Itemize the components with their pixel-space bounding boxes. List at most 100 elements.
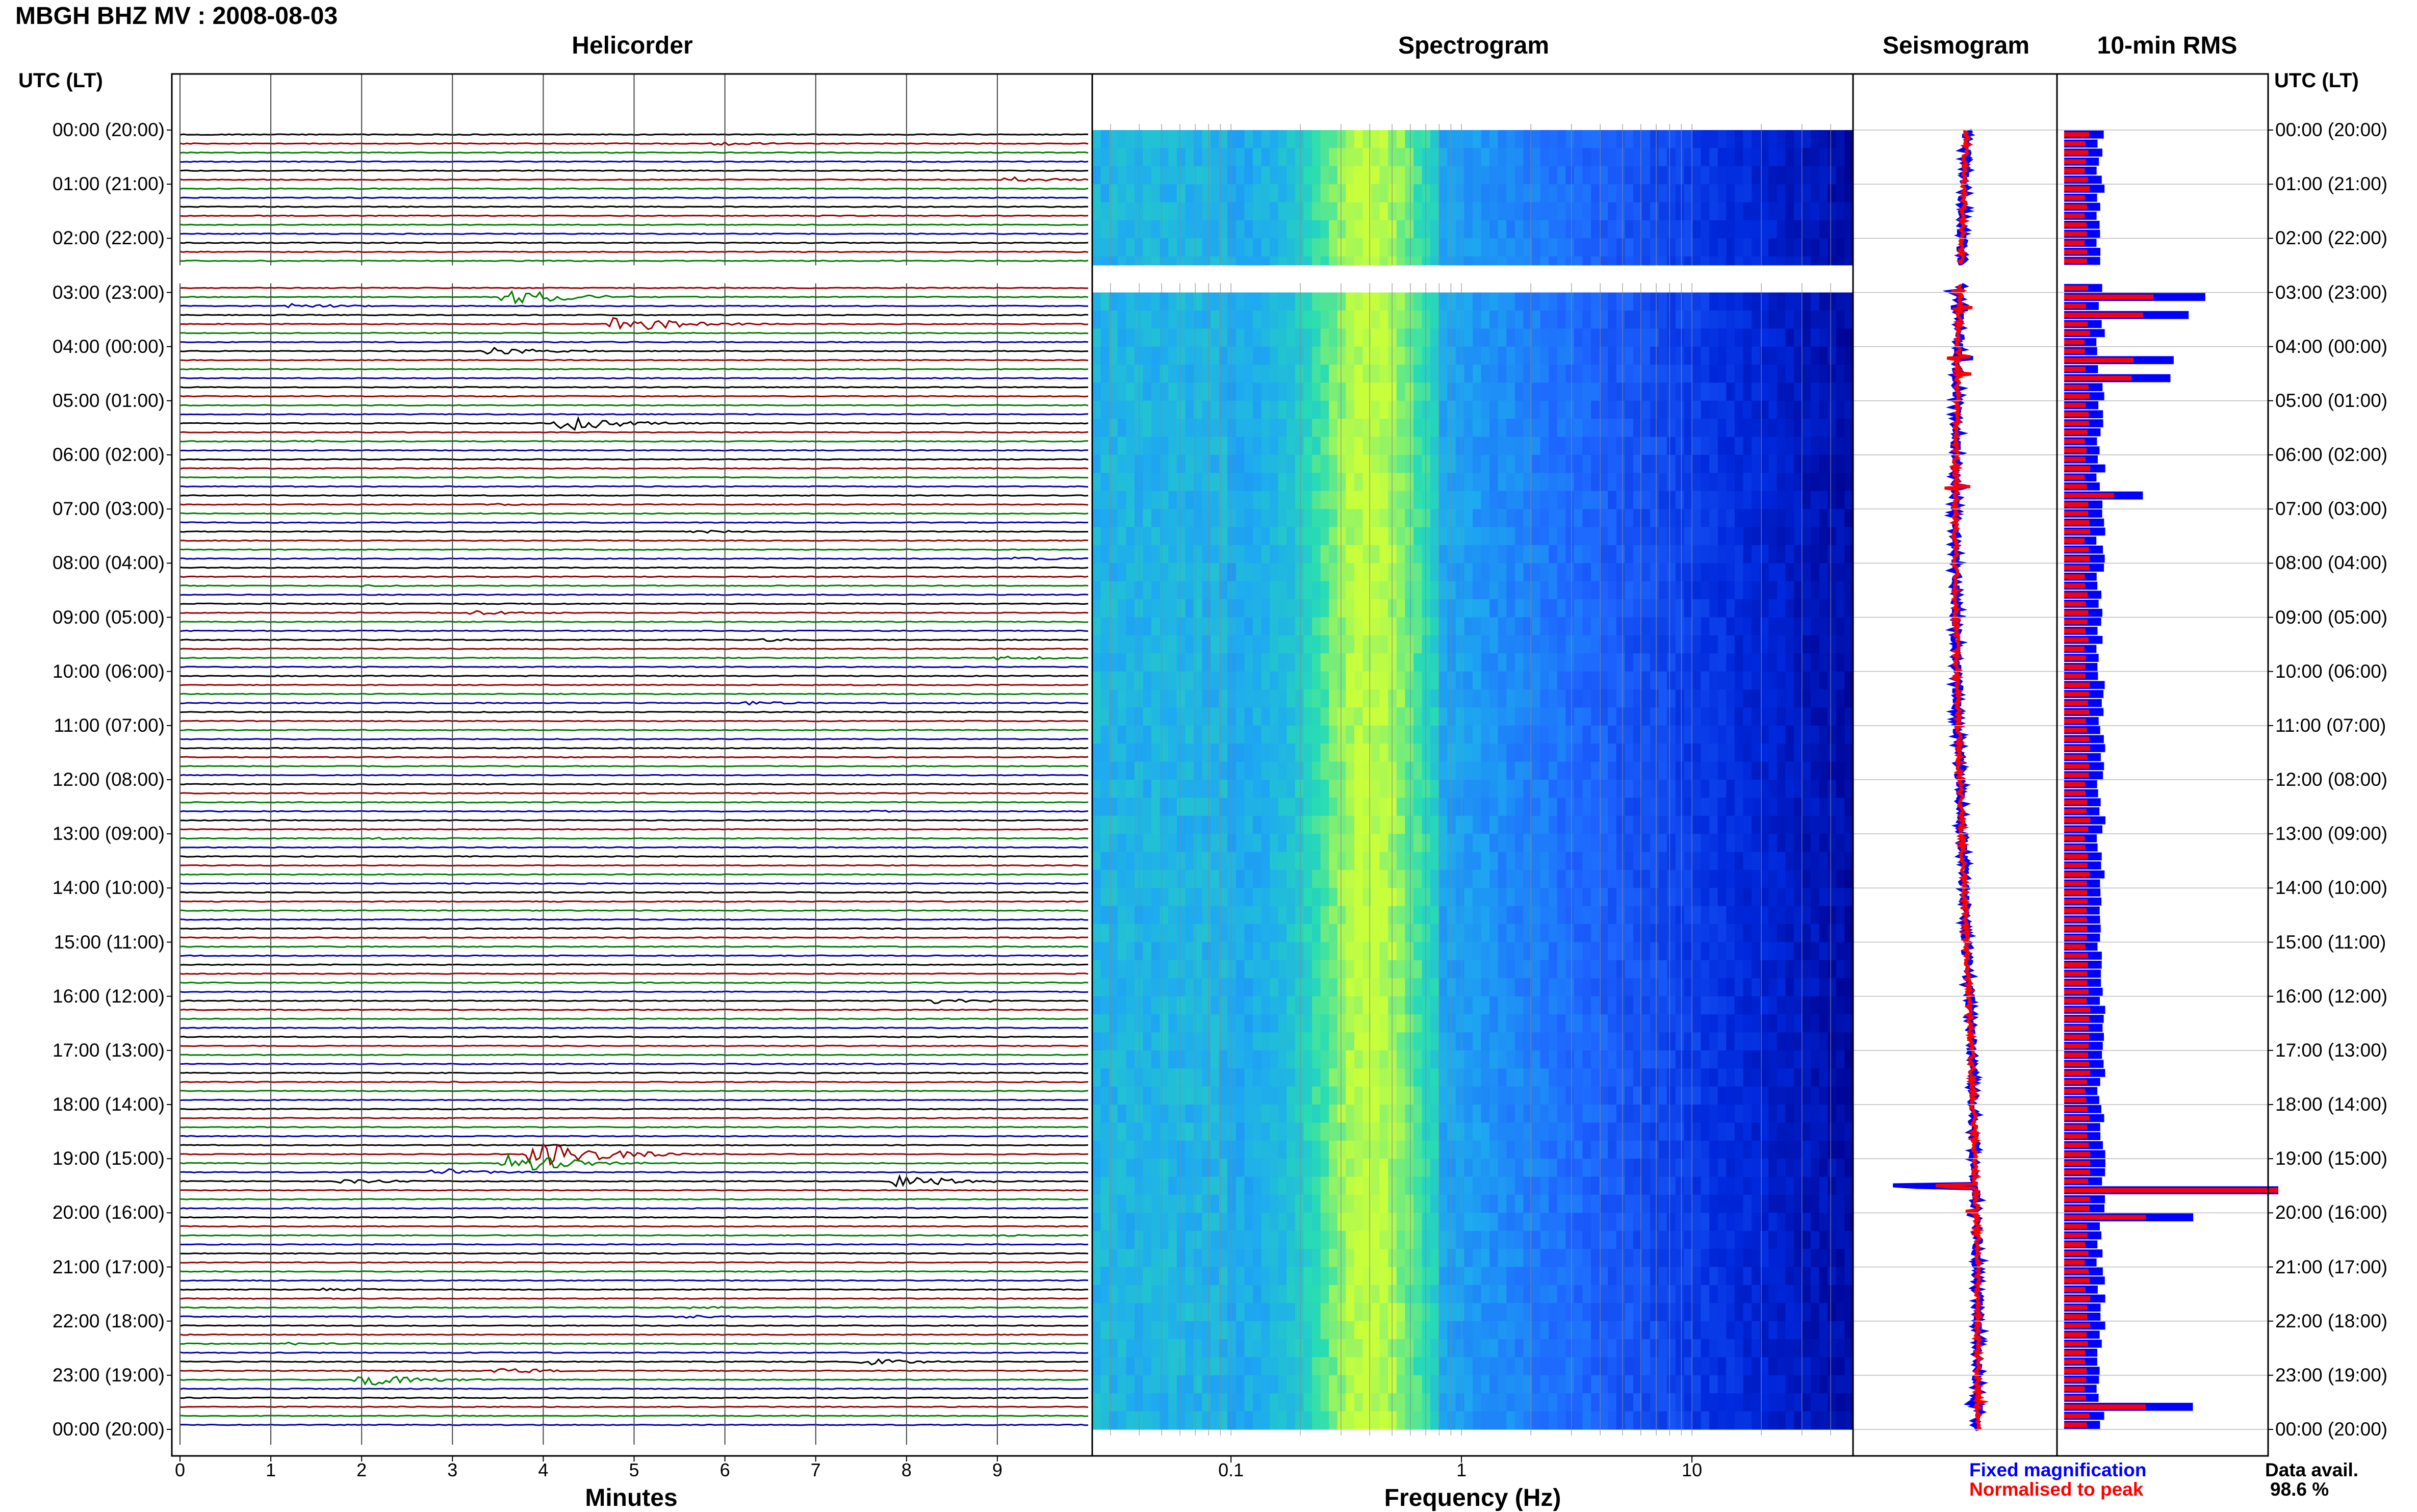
rms-bar-normalised — [2064, 899, 2088, 904]
rms-bar-normalised — [2064, 529, 2090, 534]
rms-bar-normalised — [2064, 827, 2088, 832]
helicorder-x-tick: 3 — [447, 1459, 457, 1481]
rms-bar-normalised — [2064, 863, 2088, 867]
rms-bar-normalised — [2064, 330, 2090, 335]
rms-bar-normalised — [2064, 1080, 2087, 1084]
rms-bar-normalised — [2064, 520, 2090, 525]
rms-bar-normalised — [2064, 1269, 2089, 1274]
spectrogram-heatmap — [1092, 130, 1854, 1430]
rms-bar-normalised — [2064, 186, 2090, 191]
rms-bar-normalised — [2064, 818, 2090, 823]
rms-bar-normalised — [2064, 1233, 2088, 1238]
rms-bar-normalised — [2064, 1107, 2088, 1111]
rms-bar-normalised — [2064, 358, 2133, 363]
rms-bar-normalised — [2064, 1341, 2088, 1346]
rms-bar-normalised — [2064, 773, 2089, 777]
rms-bar-normalised — [2064, 872, 2090, 877]
rms-bar-normalised — [2064, 637, 2089, 642]
rms-bar-normalised — [2064, 1360, 2085, 1364]
rms-bar-normalised — [2064, 998, 2087, 1003]
rms-bar-normalised — [2064, 1368, 2087, 1373]
rms-bar-normalised — [2064, 340, 2085, 344]
rms-bar-normalised — [2064, 547, 2089, 552]
rms-bar-normalised — [2064, 1161, 2090, 1165]
rms-bar-normalised — [2064, 728, 2087, 732]
rms-bar-normalised — [2064, 944, 2085, 949]
rms-bar-normalised — [2064, 574, 2085, 579]
rms-bar-normalised — [2064, 845, 2086, 850]
rms-bar-normalised — [2064, 249, 2087, 254]
helicorder-x-tick: 7 — [811, 1459, 821, 1481]
rms-bar-normalised — [2064, 1314, 2087, 1319]
data-gap — [172, 265, 2268, 283]
rms-bar-normalised — [2064, 394, 2090, 398]
rms-bar-normalised — [2064, 177, 2088, 182]
rms-bar-normalised — [2064, 1053, 2088, 1057]
rms-bar-normalised — [2064, 457, 2086, 462]
rms-bar-normalised — [2064, 809, 2087, 813]
rms-bar-normalised — [2064, 1008, 2090, 1012]
rms-bar-normalised — [2064, 1305, 2087, 1310]
rms-bar-normalised — [2064, 1242, 2085, 1247]
spectrogram-xlabel: Frequency (Hz) — [1384, 1484, 1561, 1512]
rms-bar-normalised — [2064, 303, 2086, 308]
rms-bar-normalised — [2064, 1260, 2085, 1265]
rms-bar-normalised — [2064, 556, 2090, 561]
rms-bar-normalised — [2064, 204, 2087, 209]
rms-bar-normalised — [2064, 1170, 2090, 1174]
helicorder-x-tick: 8 — [902, 1459, 912, 1481]
rms-bar-normalised — [2064, 791, 2086, 796]
rms-bar-normalised — [2064, 1016, 2089, 1021]
rms-bar-normalised — [2064, 1143, 2089, 1147]
rms-bar-normalised — [2064, 971, 2088, 976]
rms-bar-normalised — [2064, 755, 2088, 759]
rms-bar-normalised — [2064, 1116, 2090, 1120]
rms-bar-normalised — [2064, 286, 2088, 290]
rms-bar-normalised — [2064, 764, 2090, 768]
rms-bar-normalised — [2064, 367, 2086, 371]
rms-bar-normalised — [2064, 1387, 2085, 1391]
rms-bar-normalised — [2064, 430, 2087, 434]
rms-bar-normalised — [2064, 782, 2085, 786]
rms-bar-normalised — [2064, 674, 2086, 678]
rms-bar-normalised — [2064, 601, 2086, 606]
rms-bar-normalised — [2064, 1070, 2090, 1075]
rms-bar-normalised — [2064, 1395, 2086, 1400]
rms-bar-normalised — [2064, 439, 2085, 444]
rms-bar-normalised — [2064, 168, 2085, 173]
rms-bar-normalised — [2064, 1125, 2087, 1130]
rms-bar-normalised — [2064, 962, 2088, 967]
rms-bar-normalised — [2064, 664, 2085, 669]
rms-bar-normalised — [2064, 683, 2090, 687]
helicorder-x-tick: 1 — [266, 1459, 276, 1481]
rms-bar-normalised — [2064, 1224, 2087, 1228]
rms-bar-normalised — [2064, 502, 2089, 507]
helicorder-x-tick: 0 — [175, 1459, 185, 1481]
rms-bar-normalised — [2064, 620, 2088, 624]
helicorder-x-tick: 4 — [538, 1459, 548, 1481]
rms-bar-normalised — [2064, 655, 2086, 660]
rms-bar-normalised — [2064, 295, 2153, 299]
rms-bar-normalised — [2064, 1035, 2089, 1039]
rms-bar-normalised — [2064, 836, 2085, 840]
rms-bar-normalised — [2064, 1422, 2087, 1427]
rms-bar-normalised — [2064, 701, 2088, 705]
rms-bar-normalised — [2064, 150, 2088, 155]
legend-fixed-magnification: Fixed magnification — [1969, 1459, 2146, 1481]
rms-bar-normalised — [2064, 737, 2089, 741]
helicorder-x-tick: 5 — [629, 1459, 639, 1481]
helicorder-x-tick: 6 — [720, 1459, 730, 1481]
rms-bar-normalised — [2064, 980, 2088, 985]
rms-bar-normalised — [2064, 141, 2086, 146]
rms-bar-normalised — [2064, 349, 2085, 353]
rms-bar-normalised — [2064, 232, 2087, 236]
rms-bar-normalised — [2064, 1251, 2089, 1255]
data-avail-value: 98.6 % — [2270, 1479, 2329, 1500]
rms-bar-normalised — [2064, 1206, 2090, 1211]
rms-bar-normalised — [2064, 800, 2087, 805]
rms-bar-normalised — [2064, 1026, 2089, 1030]
rms-bar-normalised — [2064, 610, 2088, 615]
rms-bar-normalised — [2064, 1287, 2086, 1292]
rms-bar-normalised — [2064, 746, 2090, 750]
